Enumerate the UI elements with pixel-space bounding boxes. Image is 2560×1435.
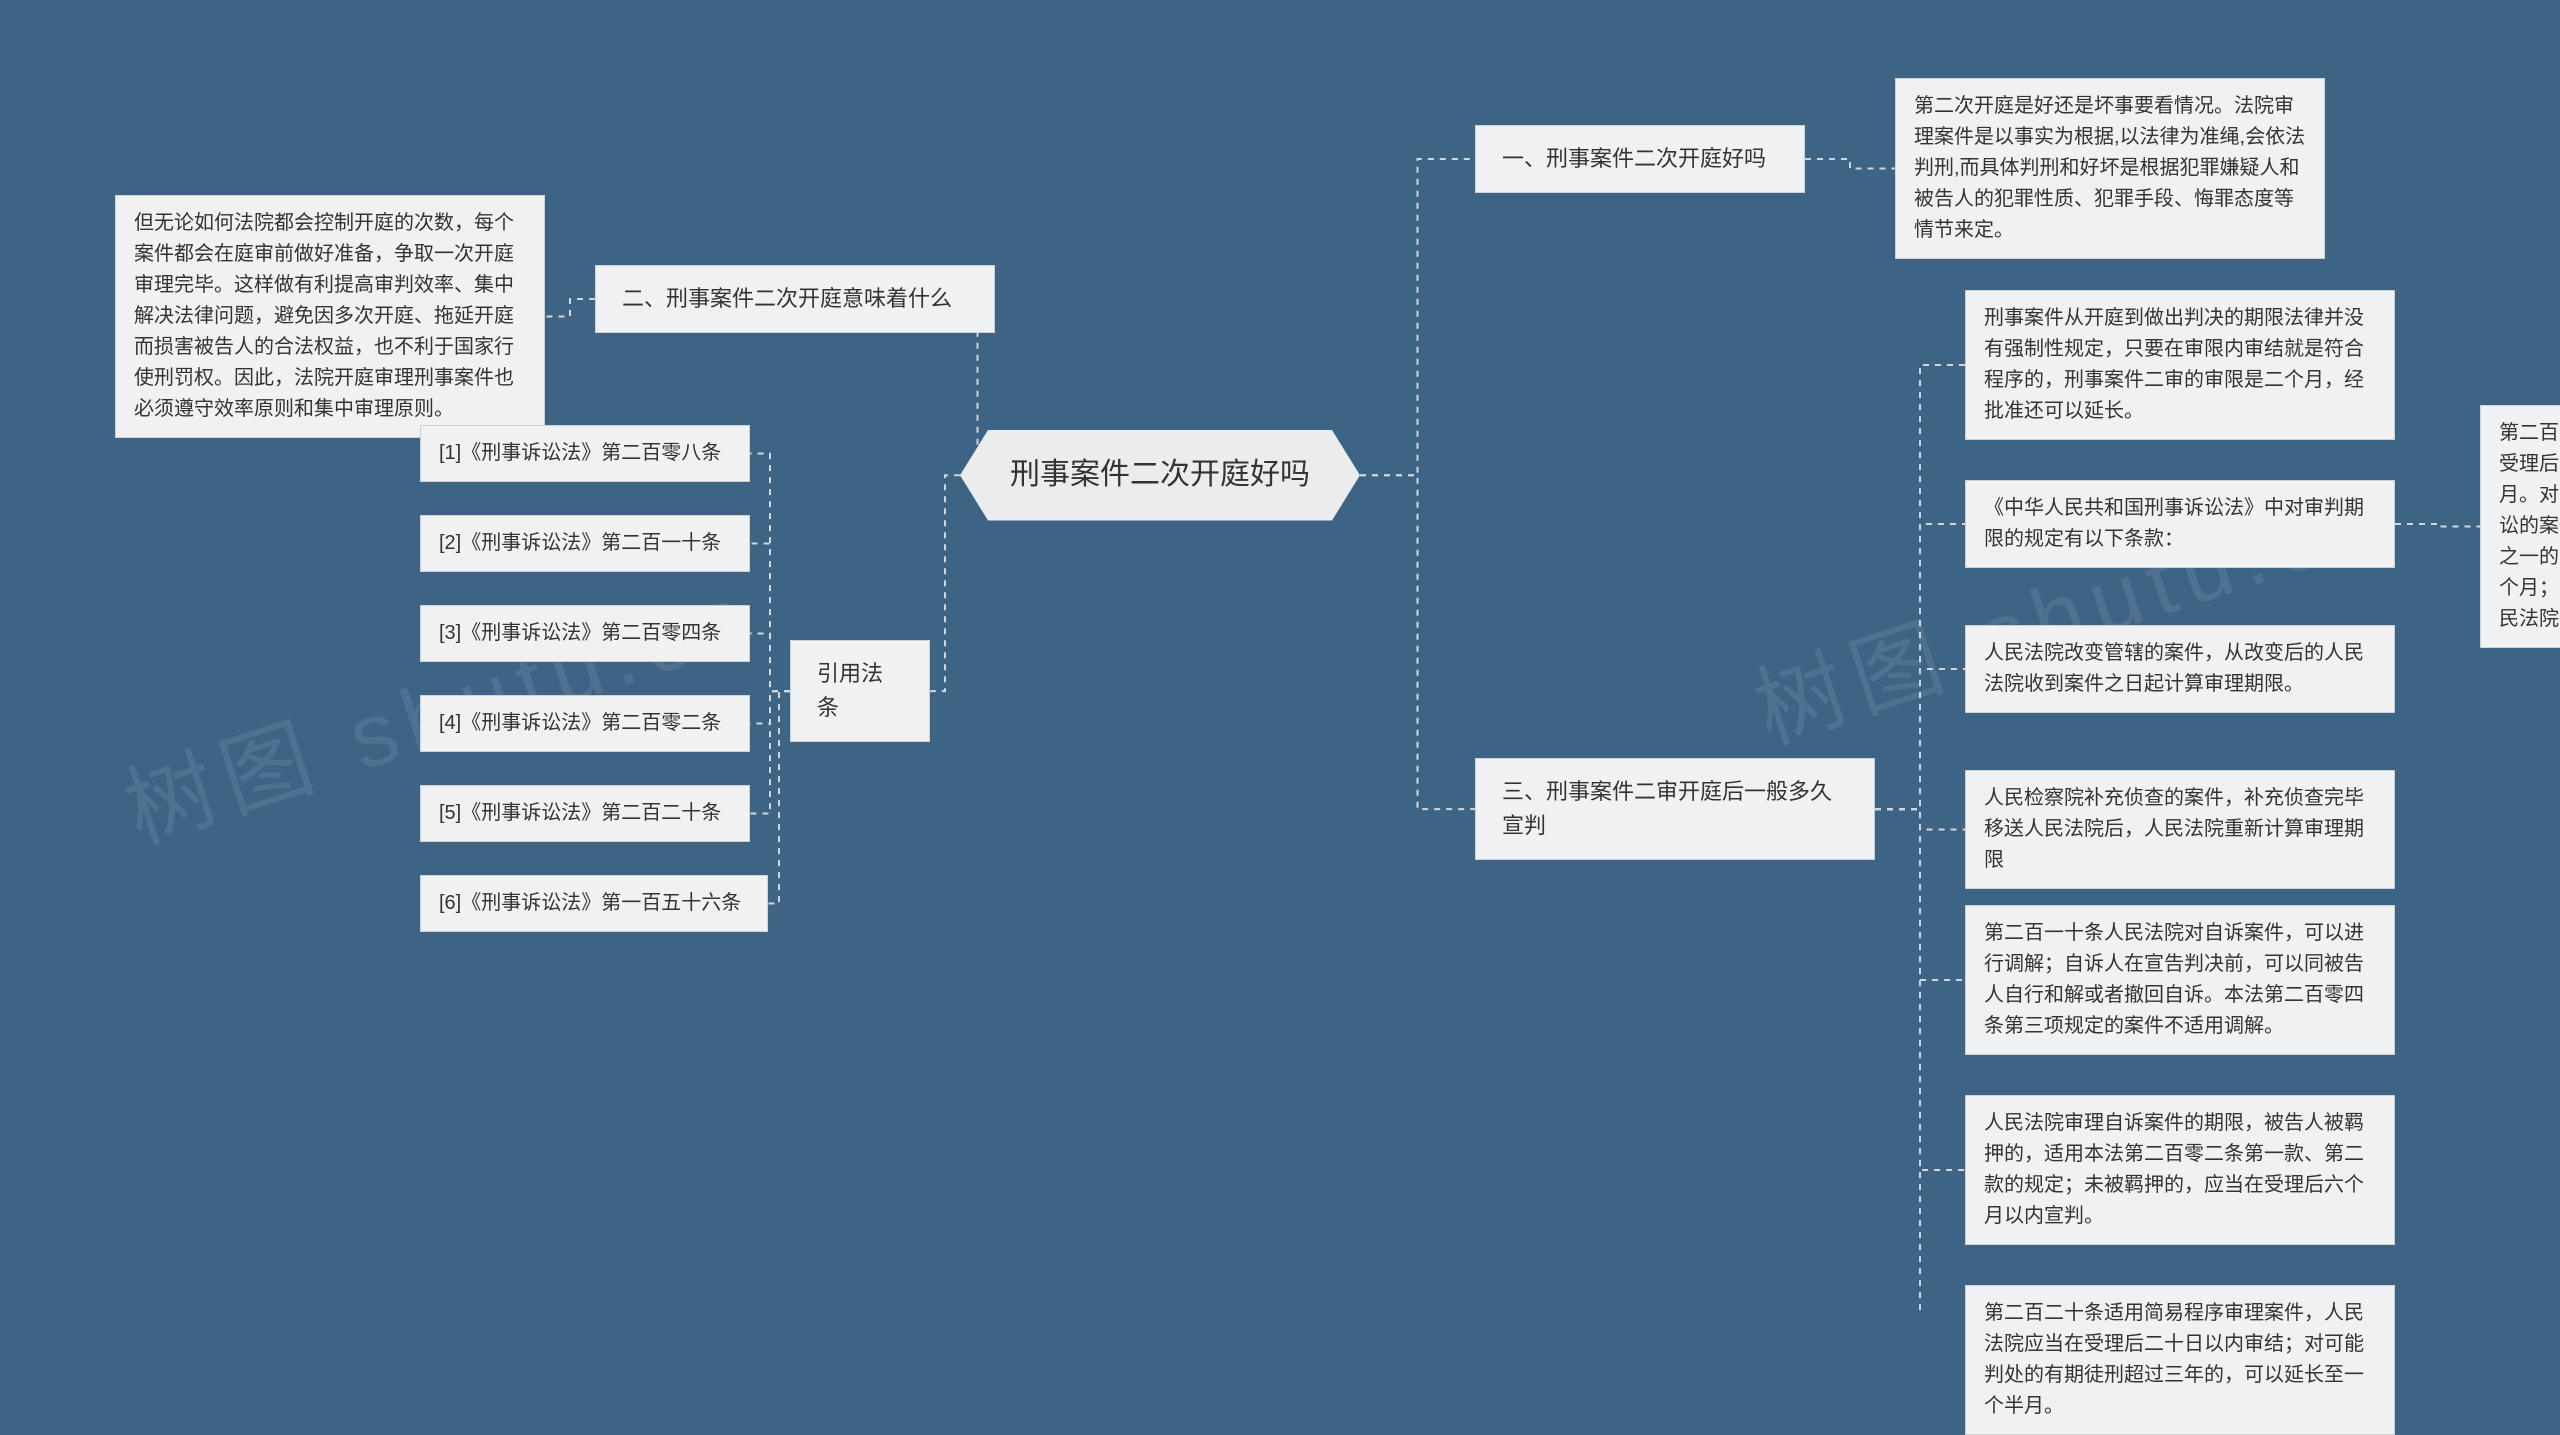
leaf-node: 人民法院改变管辖的案件，从改变后的人民法院收到案件之日起计算审理期限。	[1965, 625, 2395, 713]
leaf-node: [1]《刑事诉讼法》第二百零八条	[420, 425, 750, 482]
branch-node[interactable]: 三、刑事案件二审开庭后一般多久宣判	[1475, 758, 1875, 860]
branch-node[interactable]: 一、刑事案件二次开庭好吗	[1475, 125, 1805, 193]
leaf-node: 《中华人民共和国刑事诉讼法》中对审判期限的规定有以下条款：	[1965, 480, 2395, 568]
branch-node[interactable]: 引用法条	[790, 640, 930, 742]
leaf-node: 第二次开庭是好还是坏事要看情况。法院审理案件是以事实为根据,以法律为准绳,会依法…	[1895, 78, 2325, 259]
leaf-node: 人民检察院补充侦查的案件，补充侦查完毕移送人民法院后，人民法院重新计算审理期限	[1965, 770, 2395, 889]
leaf-node: [4]《刑事诉讼法》第二百零二条	[420, 695, 750, 752]
leaf-node: 第二百二十条适用简易程序审理案件，人民法院应当在受理后二十日以内审结；对可能判处…	[1965, 1285, 2395, 1435]
leaf-node: [3]《刑事诉讼法》第二百零四条	[420, 605, 750, 662]
root-node[interactable]: 刑事案件二次开庭好吗	[960, 430, 1360, 521]
leaf-node: [6]《刑事诉讼法》第一百五十六条	[420, 875, 768, 932]
branch-node[interactable]: 二、刑事案件二次开庭意味着什么	[595, 265, 995, 333]
leaf-node: 人民法院审理自诉案件的期限，被告人被羁押的，适用本法第二百零二条第一款、第二款的…	[1965, 1095, 2395, 1245]
leaf-node: 第二百一十条人民法院对自诉案件，可以进行调解；自诉人在宣告判决前，可以同被告人自…	[1965, 905, 2395, 1055]
leaf-node: [5]《刑事诉讼法》第二百二十条	[420, 785, 750, 842]
leaf-node: 第二百零八条人民法院审理公诉案件，应当在受理后二个月以内宣判，至迟不得超过三个月…	[2480, 405, 2560, 648]
leaf-node: 刑事案件从开庭到做出判决的期限法律并没有强制性规定，只要在审限内审结就是符合程序…	[1965, 290, 2395, 440]
leaf-node: 但无论如何法院都会控制开庭的次数，每个案件都会在庭审前做好准备，争取一次开庭审理…	[115, 195, 545, 438]
leaf-node: [2]《刑事诉讼法》第二百一十条	[420, 515, 750, 572]
